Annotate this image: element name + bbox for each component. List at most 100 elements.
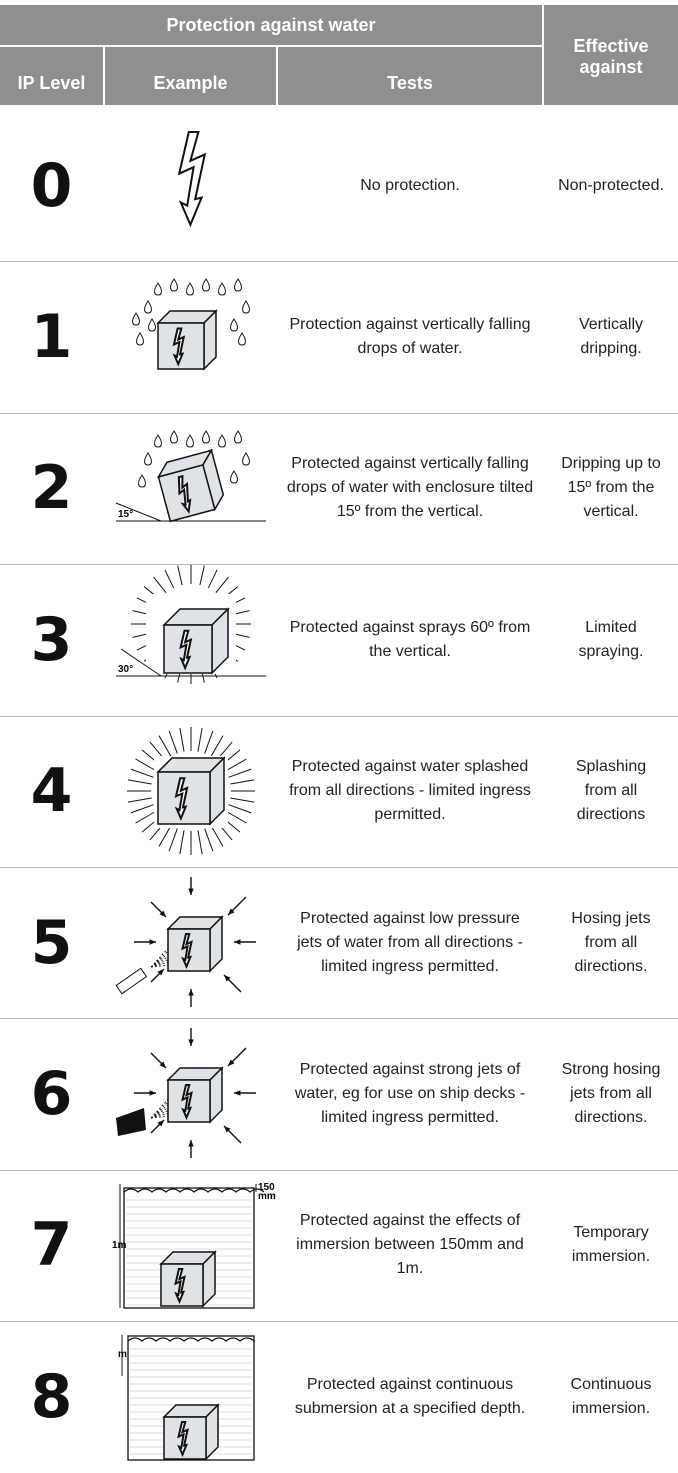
- test-text: Protection against vertically falling dr…: [289, 316, 531, 358]
- icon-shape: [230, 318, 238, 332]
- effective-text: Continuous immersion.: [570, 1375, 652, 1417]
- icon-shape: [156, 755, 226, 826]
- icon-shape: [230, 469, 238, 484]
- icon-shape: [230, 778, 255, 785]
- icon-shape: [179, 829, 185, 854]
- test-text: No protection.: [360, 176, 460, 194]
- icon-shape: [130, 768, 154, 778]
- row-separator: [0, 1169, 678, 1171]
- icon-shape: [224, 1126, 231, 1133]
- icon-shape: [174, 1267, 186, 1304]
- icon-shape: [238, 332, 246, 346]
- icon-shape: [144, 451, 152, 466]
- example-icon: [127, 726, 255, 855]
- icon-shape: [181, 1084, 193, 1121]
- icon-shape: [127, 778, 152, 785]
- icon-shape: [159, 1061, 166, 1069]
- icon-shape: [177, 130, 207, 228]
- icon-shape: [234, 429, 242, 444]
- icon-shape: [234, 939, 241, 945]
- icon-shape: [149, 1090, 156, 1097]
- example-icon: 1m 150mm: [112, 1182, 276, 1309]
- row-separator: [0, 1018, 678, 1020]
- icon-label: 1m: [112, 1240, 127, 1251]
- example-icon: [116, 1028, 256, 1159]
- icon-shape: [115, 502, 162, 522]
- icon-shape: [115, 967, 148, 995]
- icon-shape: [157, 969, 164, 976]
- icon-shape: [210, 734, 224, 757]
- icon-shape: [162, 607, 230, 675]
- icon-shape: [135, 758, 157, 772]
- ip-level: 7: [30, 1210, 73, 1281]
- icon-shape: [215, 576, 229, 594]
- effective-text: Temporary immersion.: [571, 1224, 651, 1266]
- icon-shape: [158, 824, 172, 847]
- icon-shape: [177, 565, 183, 586]
- icon-shape: [130, 803, 154, 813]
- example-icon: [115, 877, 256, 1007]
- icon-shape: [156, 448, 225, 523]
- row-separator: [0, 261, 678, 263]
- icon-shape: [164, 569, 175, 589]
- effective-text: Splashing from all directions: [575, 758, 647, 824]
- icon-shape: [159, 1249, 217, 1308]
- header-cell: Tests: [278, 47, 542, 105]
- icon-shape: [204, 828, 214, 851]
- example-icon: m: [118, 1335, 255, 1461]
- icon-shape: [218, 433, 226, 448]
- icon-shape: [166, 1066, 224, 1125]
- test-text: Protected against strong jets of water, …: [294, 1061, 526, 1127]
- icon-shape: [186, 433, 194, 448]
- effective-text: Strong hosing jets from all directions.: [561, 1061, 661, 1127]
- effective-text: Vertically dripping.: [578, 316, 644, 358]
- row-separator: [0, 715, 678, 717]
- icon-shape: [181, 933, 193, 970]
- icon-shape: [199, 565, 205, 586]
- icon-label: 30°: [118, 664, 133, 675]
- icon-shape: [166, 915, 224, 973]
- row-separator: [0, 412, 678, 414]
- icon-shape: [177, 1421, 189, 1458]
- icon-shape: [228, 803, 252, 813]
- effective-text: Limited spraying.: [578, 618, 644, 660]
- icon-shape: [132, 312, 140, 326]
- row-separator: [0, 867, 678, 868]
- icon-shape: [156, 448, 225, 523]
- icon-label: 15°: [118, 509, 133, 520]
- ip-level: 1: [30, 302, 73, 373]
- icon-shape: [115, 967, 148, 995]
- icon-shape: [197, 727, 203, 752]
- icon-label: 150: [258, 1182, 275, 1193]
- icon-shape: [157, 1120, 164, 1127]
- icon-shape: [242, 451, 250, 466]
- icon-shape: [234, 1090, 241, 1097]
- example-icon: 15°: [115, 429, 266, 523]
- icon-shape: [162, 1403, 220, 1461]
- ip-level: 6: [30, 1059, 73, 1130]
- effective-text: Dripping up to 15º from the vertical.: [561, 455, 661, 521]
- icon-shape: [218, 282, 226, 296]
- ip-level: 0: [30, 150, 73, 221]
- icon-shape: [228, 908, 235, 915]
- icon-shape: [179, 629, 193, 671]
- icon-shape: [168, 730, 178, 754]
- icon-shape: [136, 332, 144, 346]
- icon-shape: [154, 433, 162, 448]
- icon-shape: [154, 282, 162, 296]
- row-separator: [0, 1321, 678, 1323]
- effective-text: Hosing jets from all directions.: [571, 909, 651, 975]
- icon-shape: [186, 282, 194, 296]
- icon-shape: [202, 278, 210, 292]
- icon-shape: [153, 576, 167, 594]
- icon-shape: [204, 730, 214, 754]
- header-cell: Effective against: [544, 5, 678, 105]
- icon-shape: [156, 309, 218, 372]
- icon-shape: [202, 429, 210, 444]
- icon-shape: [123, 1188, 265, 1193]
- test-text: Protected against water splashed from al…: [289, 758, 531, 824]
- row-separator: [0, 564, 678, 566]
- icon-label: m: [118, 1349, 127, 1360]
- test-text: Protected against sprays 60º from the ve…: [289, 618, 531, 660]
- ip-level: 3: [30, 604, 73, 675]
